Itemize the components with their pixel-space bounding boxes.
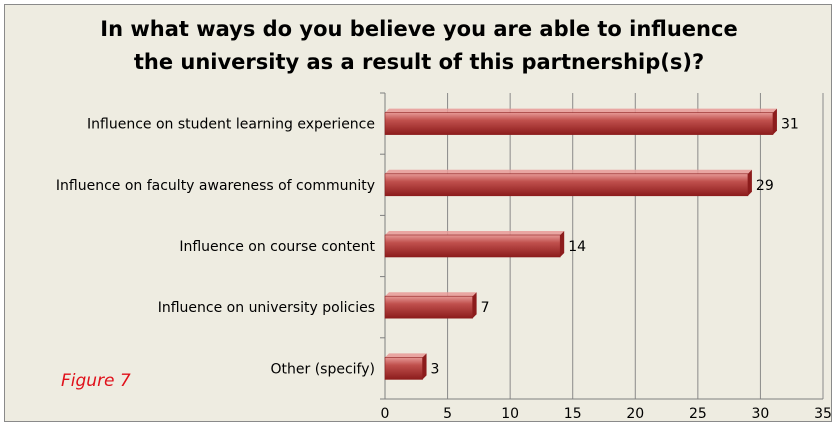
chart-frame: In what ways do you believe you are able… (4, 4, 832, 422)
x-tick-label-3: 15 (564, 406, 582, 422)
value-label-2: 14 (568, 239, 586, 255)
labels: 0 5 10 15 20 25 30 35 Influence on student learn… (56, 117, 832, 422)
category-label-1: Influence on faculty awareness of commun… (56, 178, 375, 194)
x-tick-label-6: 30 (752, 406, 770, 422)
bar-3 (384, 295, 473, 319)
bar-side-1 (747, 169, 752, 196)
category-label-2: Influence on course content (179, 239, 375, 255)
value-label-4: 3 (431, 361, 440, 377)
bars (384, 108, 777, 380)
chart-title-line-1: In what ways do you believe you are able… (100, 17, 738, 41)
bar-chart: 0 5 10 15 20 25 30 35 Influence on student learn… (56, 92, 832, 422)
figure-label: Figure 7 (61, 371, 131, 391)
category-label-0: Influence on student learning experience (87, 117, 375, 133)
value-label-1: 29 (756, 178, 774, 194)
bar-top-0 (385, 108, 777, 113)
bar-4 (384, 357, 423, 380)
bar-side-4 (422, 353, 427, 380)
bar-top-3 (385, 292, 477, 297)
bar-side-3 (472, 292, 477, 319)
x-tick-label-5: 25 (689, 406, 707, 422)
category-label-3: Influence on university policies (158, 300, 375, 316)
x-tick-label-2: 10 (501, 406, 519, 422)
value-label-3: 7 (481, 300, 490, 316)
category-label-4: Other (specify) (271, 361, 375, 377)
bar-0 (384, 112, 774, 135)
bar-side-2 (560, 231, 565, 257)
x-tick-label-0: 0 (381, 406, 390, 422)
bar-top-2 (385, 231, 565, 235)
x-tick-label-1: 5 (443, 406, 452, 422)
bar-side-0 (772, 108, 777, 135)
bar-top-4 (385, 353, 427, 358)
value-label-0: 31 (781, 117, 799, 133)
bar-2 (384, 234, 561, 258)
bar-top-1 (385, 169, 752, 174)
bar-1 (384, 173, 749, 197)
x-tick-label-4: 20 (626, 406, 644, 422)
x-tick-label-7: 35 (814, 406, 832, 422)
chart-title-line-2: the university as a result of this partn… (133, 50, 705, 74)
